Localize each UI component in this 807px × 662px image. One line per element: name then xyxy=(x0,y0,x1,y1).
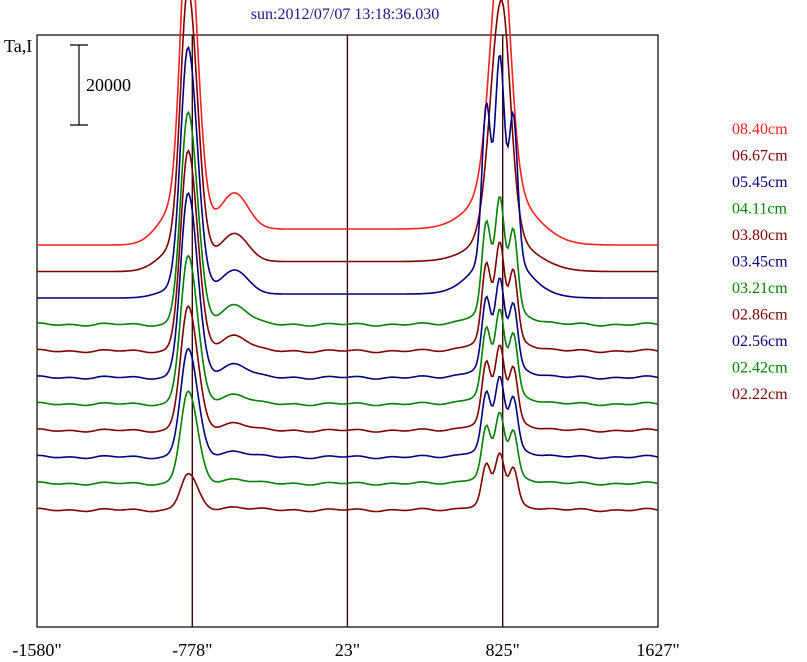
x-tick-labels: -1580" -778" 23" 825" 1627" xyxy=(12,640,679,660)
legend-entry: 03.80cm xyxy=(732,227,788,244)
x-tick-label: 825" xyxy=(486,640,520,660)
chart-title: sun:2012/07/07 13:18:36.030 xyxy=(251,6,439,23)
series-lines xyxy=(36,0,659,513)
legend-entry: 06.67cm xyxy=(732,148,788,165)
legend-entry: 08.40cm xyxy=(732,121,788,138)
legend-entry: 04.11cm xyxy=(732,201,788,218)
series-line-02.56cm xyxy=(36,347,659,460)
vertical-marker-lines xyxy=(191,35,504,627)
series-line-02.42cm xyxy=(36,390,659,486)
intensity-scale-bar: 20000 xyxy=(70,44,131,126)
series-line-04.11cm xyxy=(36,110,659,327)
x-tick-label: -1580" xyxy=(12,640,61,660)
series-line-05.45cm xyxy=(37,45,658,299)
legend: 08.40cm 06.67cm 05.45cm 04.11cm 03.80cm 03.45… xyxy=(732,121,788,403)
legend-entry: 02.86cm xyxy=(732,307,788,324)
series-line-08.40cm xyxy=(37,0,658,246)
legend-entry: 03.21cm xyxy=(732,280,788,297)
series-line-02.22cm xyxy=(36,452,659,513)
legend-entry: 02.22cm xyxy=(732,386,788,403)
series-line-06.67cm xyxy=(37,0,658,273)
legend-entry: 05.45cm xyxy=(732,174,788,191)
series-line-03.45cm xyxy=(36,191,659,380)
x-tick-label: 23" xyxy=(335,640,360,660)
series-line-03.21cm xyxy=(36,254,659,407)
legend-entry: 02.56cm xyxy=(732,333,788,350)
x-tick-label: -778" xyxy=(172,640,212,660)
series-line-02.86cm xyxy=(36,304,659,433)
x-tick-label: 1627" xyxy=(636,640,679,660)
legend-entry: 03.45cm xyxy=(732,254,788,271)
legend-entry: 02.42cm xyxy=(732,360,788,377)
scale-bar-label: 20000 xyxy=(86,75,131,95)
y-axis-label: Ta,I xyxy=(4,36,32,56)
series-line-03.80cm xyxy=(36,149,659,354)
